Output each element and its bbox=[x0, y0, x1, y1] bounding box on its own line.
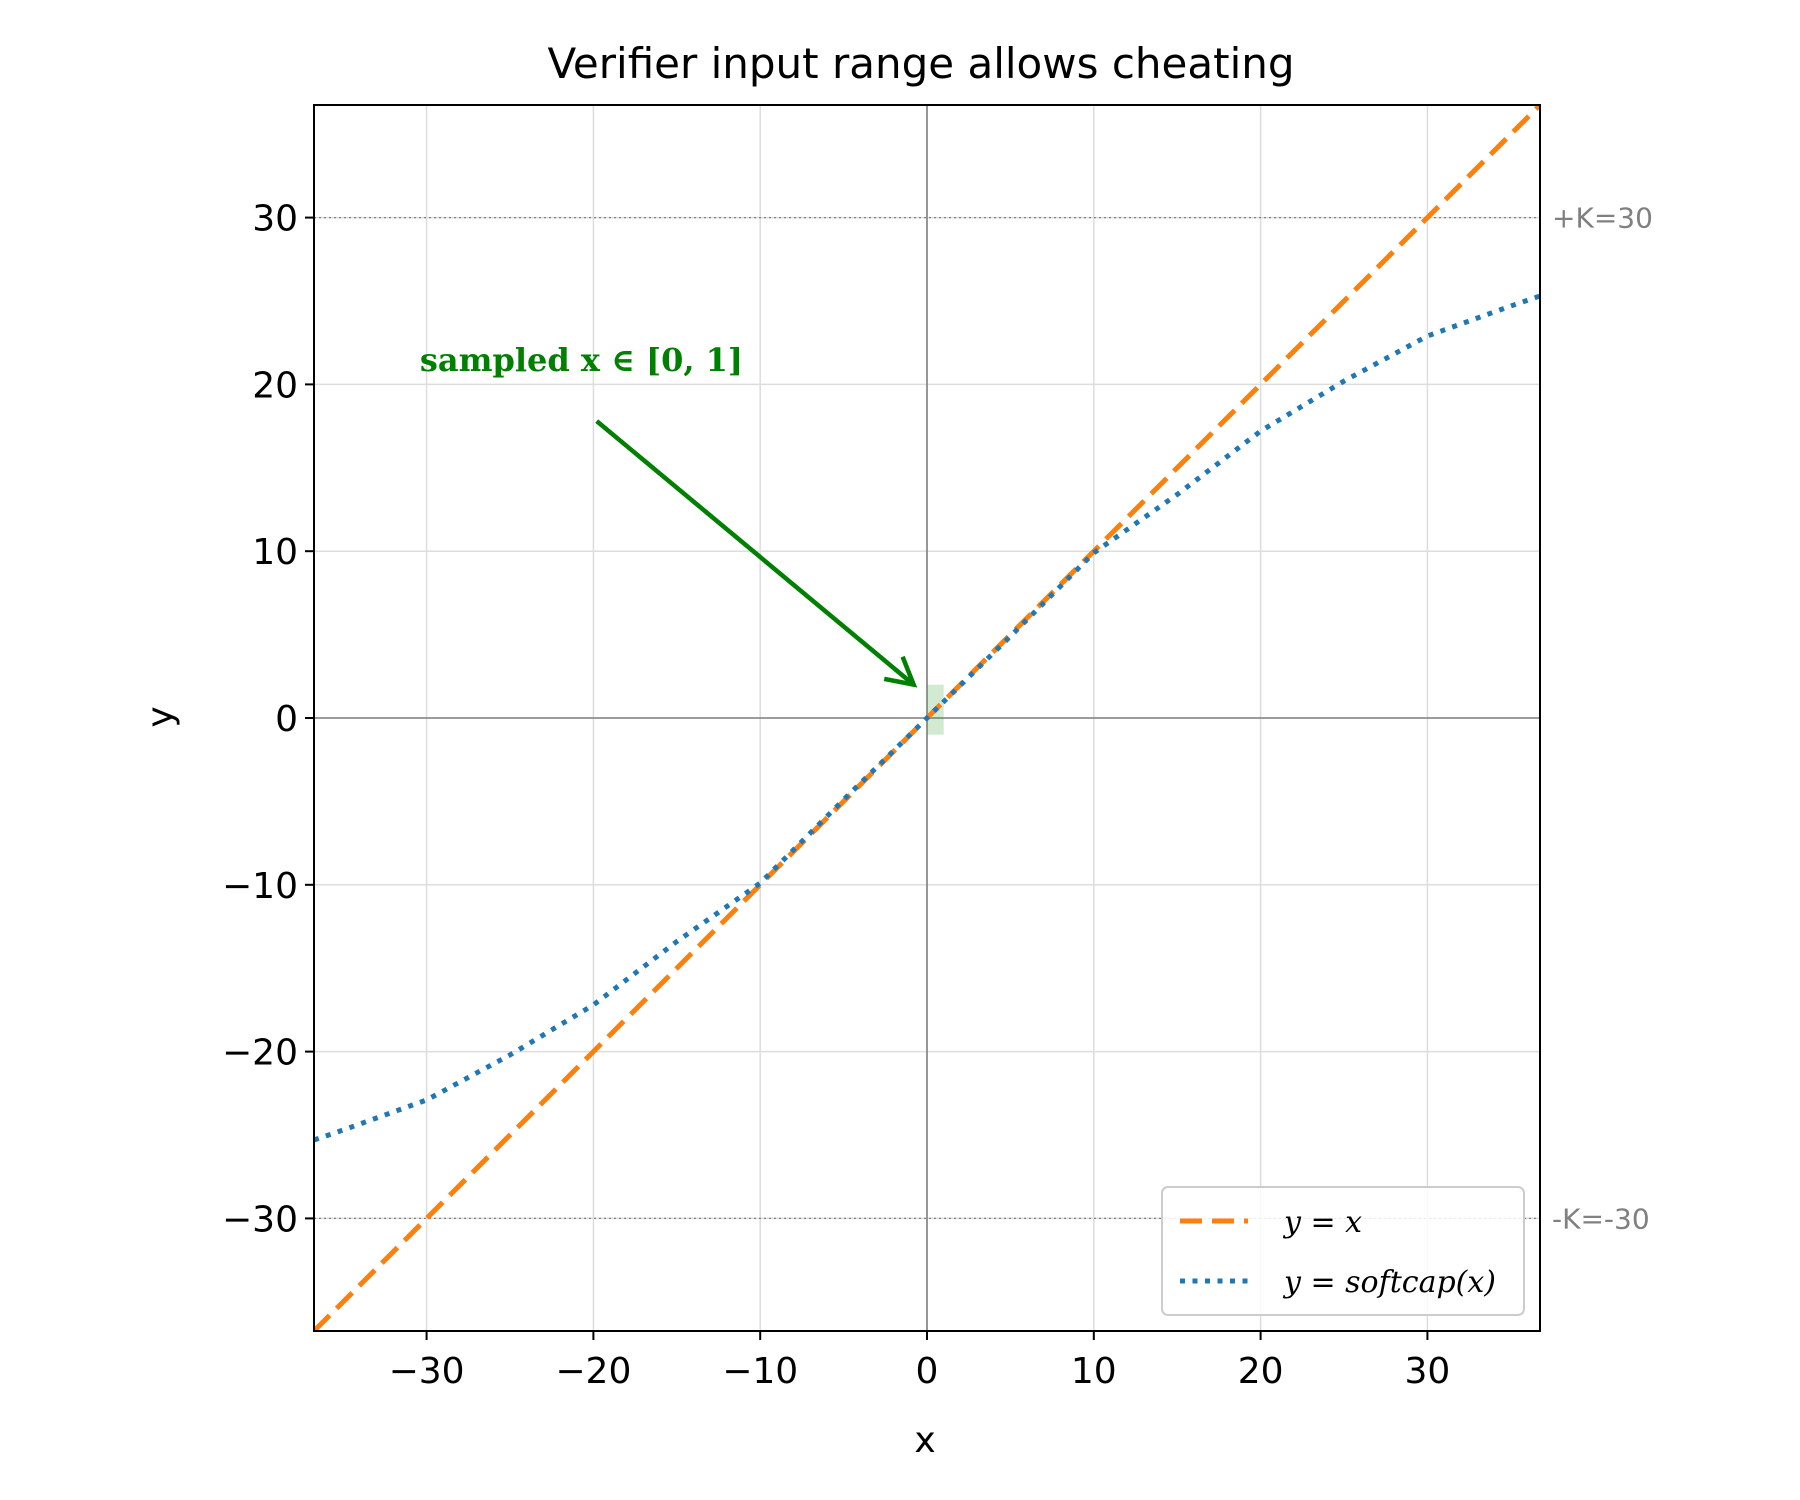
y-axis-label: y bbox=[140, 706, 181, 727]
series-line-softcap bbox=[314, 293, 1540, 1143]
y-tick-label: 20 bbox=[252, 365, 298, 406]
legend-label: y = x bbox=[1282, 1205, 1362, 1240]
y-tick-label: −10 bbox=[222, 866, 298, 907]
x-tick-label: −20 bbox=[555, 1351, 631, 1392]
x-tick-label: 20 bbox=[1238, 1351, 1284, 1392]
y-tick-label: −30 bbox=[222, 1199, 298, 1240]
x-tick-label: 0 bbox=[916, 1351, 939, 1392]
annotation-arrow-shaft bbox=[595, 419, 916, 687]
legend: y = x y = softcap(x) bbox=[1161, 1186, 1525, 1316]
x-tick-label: 30 bbox=[1405, 1351, 1451, 1392]
x-tick-label: −30 bbox=[389, 1351, 465, 1392]
annotation-text: sampled x ∈ [0, 1] bbox=[420, 341, 743, 379]
x-tick-label: 10 bbox=[1071, 1351, 1117, 1392]
y-ticks: −30 −20 −10 0 10 20 30 bbox=[222, 199, 314, 1240]
annotation: sampled x ∈ [0, 1] bbox=[420, 341, 918, 688]
annotation-arrow-head bbox=[883, 655, 918, 688]
x-ticks: −30 −20 −10 0 10 20 30 bbox=[389, 1331, 1451, 1392]
x-tick-label: −10 bbox=[722, 1351, 798, 1392]
y-tick-label: 10 bbox=[252, 532, 298, 573]
series-group bbox=[314, 105, 1540, 1331]
reference-line-label: +K=30 bbox=[1552, 202, 1653, 235]
y-tick-label: 30 bbox=[252, 199, 298, 240]
y-tick-label: 0 bbox=[275, 699, 298, 740]
reference-line-label: -K=-30 bbox=[1552, 1202, 1650, 1235]
legend-box bbox=[1161, 1186, 1525, 1316]
legend-label: y = softcap(x) bbox=[1282, 1265, 1496, 1300]
y-tick-label: −20 bbox=[222, 1033, 298, 1074]
chart-title: Verifier input range allows cheating bbox=[547, 39, 1294, 88]
x-axis-label: x bbox=[914, 1420, 935, 1461]
